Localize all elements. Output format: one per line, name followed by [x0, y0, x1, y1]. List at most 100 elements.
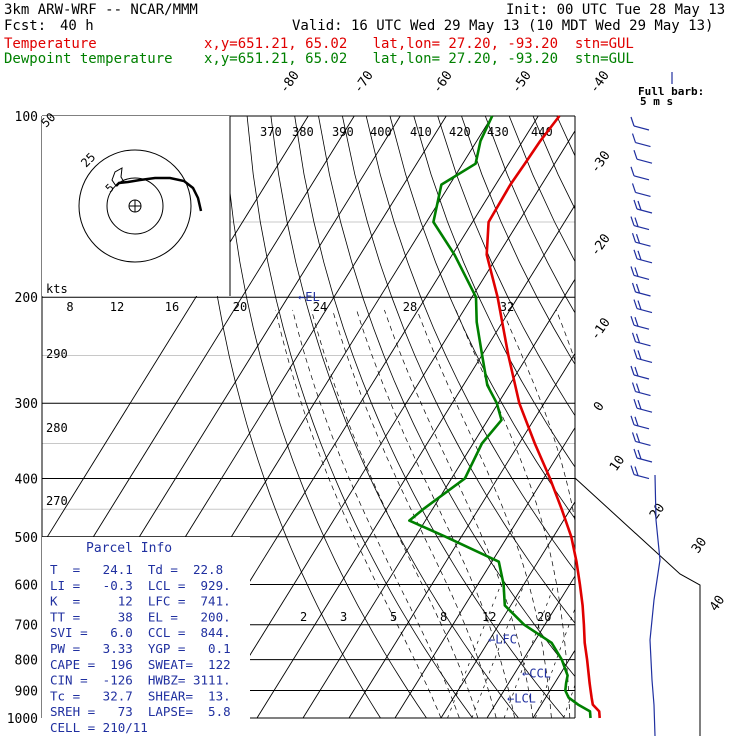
mixing-ratio-label: 12 — [482, 610, 496, 624]
pressure-tick-label: 500 — [15, 531, 38, 546]
isotherm-label: -60 — [430, 68, 456, 96]
wind-barb-flag — [630, 166, 635, 176]
dry-adiabat-line — [413, 116, 575, 468]
theta-e-label: 390 — [332, 125, 354, 139]
wind-barb-units: 5 m s — [640, 95, 673, 108]
wind-barb-flag — [637, 400, 642, 410]
parcel-info-row: K = 12 LFC = 741. — [50, 594, 231, 609]
dry-adiabat-line — [700, 116, 740, 731]
wind-barb-flag — [635, 433, 641, 443]
chart-series — [407, 115, 601, 719]
moist-adiabat-line — [275, 309, 442, 718]
parcel-info-row: CIN = -126 HWBZ= 3111. — [50, 673, 231, 688]
level-marker-lfc: ←LFC — [488, 633, 517, 647]
level-marker-el: ←EL — [298, 290, 320, 304]
hodograph-axis-label: 8 — [66, 300, 73, 314]
isotherm-line — [394, 426, 575, 718]
pressure-tick-label: 400 — [15, 472, 38, 487]
wind-barb-flag — [630, 216, 635, 226]
moist-adiabat-line — [292, 309, 460, 718]
wind-barb-flag — [635, 383, 641, 393]
dry-adiabat-line — [389, 116, 575, 520]
wind-barb-shaft — [636, 357, 653, 363]
wind-barb-shaft — [633, 374, 650, 380]
pressure-tick-label: 800 — [15, 654, 38, 669]
wind-barb-flag — [630, 266, 635, 276]
wind-barb-flag — [637, 300, 642, 310]
dewpoint-profile-line — [407, 115, 592, 719]
wind-barb-flag — [630, 316, 635, 326]
dry-adiabat-line — [270, 116, 520, 718]
hodograph-axis-label: 16 — [165, 300, 179, 314]
parcel-info-row: SVI = 6.0 CCL = 844. — [50, 625, 231, 640]
isotherm-line — [210, 130, 575, 718]
dry-adiabat-line — [222, 116, 427, 718]
wind-barb — [633, 150, 653, 164]
dry-adiabat-line — [365, 116, 575, 572]
isotherm-label: -40 — [587, 68, 613, 96]
wind-barb — [630, 465, 650, 480]
wind-barb — [630, 166, 650, 181]
theta-e-label: 400 — [370, 125, 392, 139]
pressure-tick-label: 900 — [15, 684, 38, 699]
dry-adiabat-line — [294, 116, 566, 718]
theta-e-label: 370 — [260, 125, 282, 139]
wind-barb-shaft — [633, 274, 650, 280]
wind-barb-flag — [633, 199, 638, 210]
dry-adiabat-line — [461, 116, 575, 365]
wind-barb — [633, 448, 653, 463]
legend-temperature-name: Temperature — [4, 36, 97, 52]
wind-barb-flag — [631, 432, 637, 442]
hodograph-axis-label: 28 — [403, 300, 417, 314]
isotherm-label: -20 — [588, 231, 614, 259]
wind-barb — [631, 183, 651, 197]
hodograph-axis-label: 32 — [500, 300, 514, 314]
dry-adiabat-line — [581, 116, 740, 731]
mixing-ratio-line — [447, 584, 502, 718]
wind-barb — [631, 382, 651, 397]
hodograph-axis-label: 12 — [110, 300, 124, 314]
dry-adiabat-line — [676, 116, 740, 731]
dry-adiabat-line — [246, 116, 473, 718]
parcel-info-row: PW = 3.33 YGP = 0.1 — [50, 641, 231, 656]
wind-barb — [630, 216, 650, 231]
isotherm-line — [717, 116, 740, 718]
wind-barb — [633, 199, 653, 214]
forecast-label: Fcst: — [4, 18, 47, 34]
wind-barb — [631, 332, 651, 347]
wind-barb-flag — [633, 448, 638, 459]
mixing-ratio-label: 20 — [537, 610, 551, 624]
pressure-tick-label: 1000 — [7, 712, 38, 727]
wind-barb-shaft — [633, 125, 650, 131]
wind-barb-flag — [637, 250, 642, 260]
wind-barb-shaft — [635, 191, 651, 197]
wind-barb-shaft — [636, 308, 653, 314]
mixing-ratio-line — [535, 607, 575, 718]
mixing-ratio-label: 2 — [300, 610, 307, 624]
isotherm-line — [579, 116, 740, 718]
wind-barb — [630, 316, 650, 330]
parcel-info-row: T = 24.1 Td = 22.8 — [50, 562, 223, 577]
wind-barb-flag — [631, 382, 637, 392]
theta-label: 270 — [46, 494, 68, 508]
wind-barb-flag — [637, 350, 642, 360]
isotherm-line — [486, 575, 575, 718]
wind-barb-flag — [634, 366, 639, 377]
parcel-info-panel: Parcel Info T = 24.1 Td = 22.8LI = -0.3 L… — [42, 537, 250, 735]
wind-barb-title: Full barb: — [638, 85, 704, 98]
pressure-tick-label: 700 — [15, 619, 38, 634]
isotherm-label: 30 — [689, 535, 710, 556]
hodograph-axis-label: 20 — [233, 300, 247, 314]
parcel-info-row: Tc = 32.7 SHEAR= 13. — [50, 688, 231, 703]
mixing-ratio-line — [601, 584, 646, 718]
isotherm-label: 10 — [607, 453, 628, 474]
parcel-info-row: SREH = 73 LAPSE= 5.8 — [50, 704, 231, 719]
mixing-ratio-label: 5 — [390, 610, 397, 624]
wind-barb-flag — [631, 282, 637, 293]
wind-barb-shaft — [636, 208, 653, 214]
wind-barb-flag — [633, 399, 638, 409]
moist-adiabat-line — [384, 309, 534, 718]
isotherm-label: -80 — [277, 68, 303, 96]
wind-barb-flag — [635, 283, 641, 294]
wind-barb-flag — [634, 416, 639, 426]
